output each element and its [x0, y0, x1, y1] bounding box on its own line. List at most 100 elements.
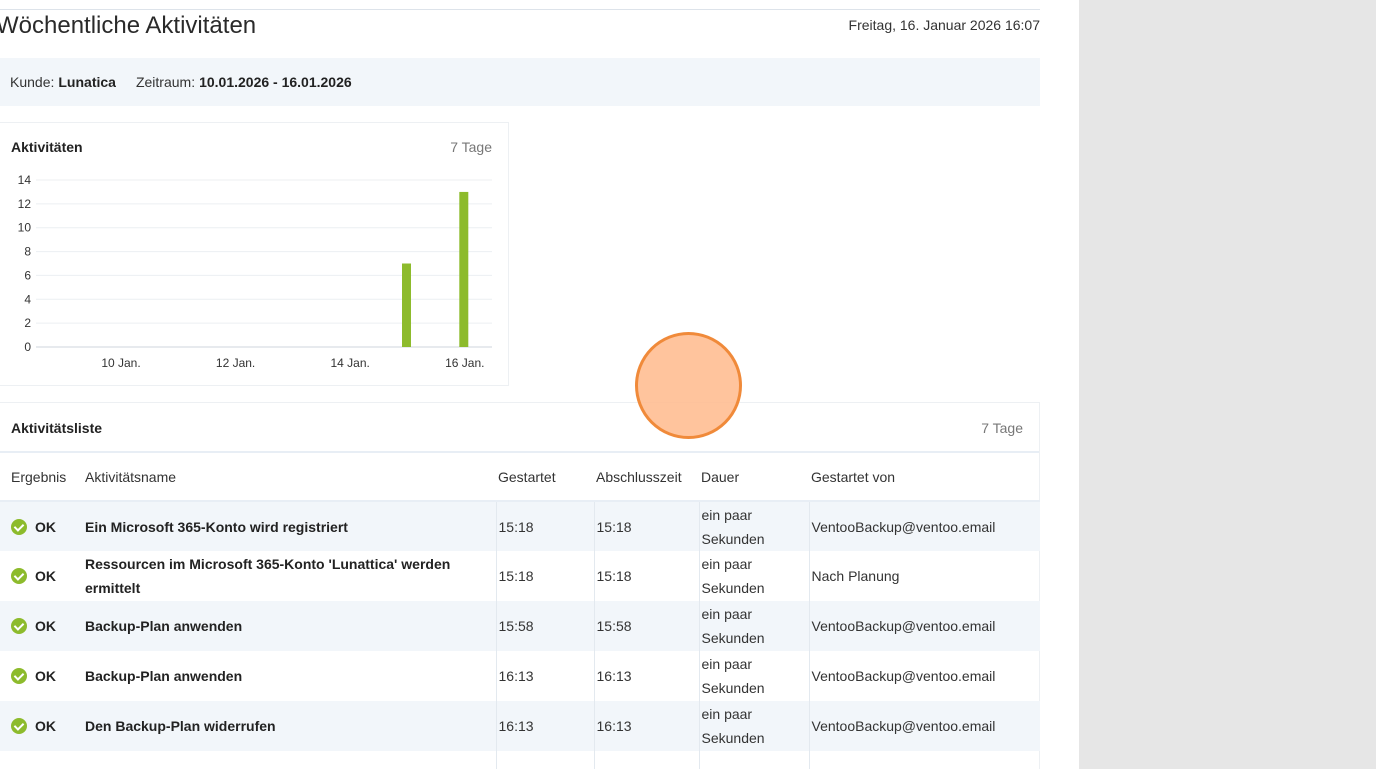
started-by-cell: VentooBackup@ventoo.email — [808, 651, 1040, 701]
table-header-row: Ergebnis Aktivitätsname Gestartet Abschl… — [0, 453, 1040, 502]
duration-cell: ein paar Sekunden — [698, 601, 809, 651]
finished-cell-text: 15:18 — [596, 518, 632, 535]
list-card-period: 7 Tage — [981, 420, 1023, 436]
table-row[interactable]: OK Backup-Plan anwenden 16:13 16:13 ein paar… — [0, 651, 1040, 701]
list-card-title: Aktivitätsliste — [11, 420, 103, 436]
result-cell-text: OK — [35, 618, 56, 634]
customer-label: Kunde: — [10, 74, 55, 90]
activity-chart-card: 0 2 4 6 8 10 12 14 10 Jan. 12 Jan. 14 Jan. 16 Jan. … — [0, 122, 509, 386]
result-cell: OK — [0, 701, 83, 751]
top-divider — [0, 9, 1040, 10]
result-cell-text: OK — [35, 668, 56, 684]
x-tick-label: 10 Jan. — [101, 356, 140, 370]
duration-cell: ein paar Sekunden — [698, 701, 809, 751]
page-title: Wöchentliche Aktivitäten — [0, 12, 257, 39]
duration-cell-text: ein paar Sekunden — [701, 506, 765, 547]
activity-table: Ergebnis Aktivitätsname Gestartet Abschl… — [0, 453, 1040, 769]
result-cell-text: OK — [35, 568, 56, 584]
table-row[interactable]: OK Ressourcen im Microsoft 365-Konto 'Lun… — [0, 551, 1040, 601]
success-check-icon — [11, 568, 27, 584]
started-cell-text: 16:13 — [498, 668, 534, 684]
x-tick-label: 14 Jan. — [331, 356, 370, 370]
duration-cell-text: ein paar Sekunden — [701, 706, 765, 746]
started-by-cell: VentooBackup@ventoo.email — [808, 501, 1040, 551]
result-cell: OK — [0, 651, 83, 701]
duration-cell: ein paar — [698, 751, 809, 769]
side-panel-background — [1079, 0, 1376, 769]
result-cell-text: OK — [35, 718, 56, 734]
column-header-activity-name[interactable]: Aktivitätsname — [83, 453, 496, 502]
started-by-cell: VentooBackup@ventoo.email — [808, 601, 1040, 651]
result-cell — [0, 751, 83, 769]
column-header-started-by[interactable]: Gestartet von — [809, 453, 1040, 502]
column-header-started[interactable]: Gestartet — [496, 453, 594, 502]
started-by-cell-text: Nach Planung — [811, 568, 900, 584]
started-by-cell-text: VentooBackup@ventoo.email — [811, 668, 996, 684]
activity-list-header: Aktivitätsliste 7 Tage — [0, 403, 1039, 453]
finished-cell-text: 16:13 — [596, 718, 632, 734]
started-by-cell — [808, 751, 1040, 769]
report-date: Freitag, 16. Januar 2026 16:07 — [848, 17, 1040, 33]
result-cell: OK — [0, 601, 83, 651]
duration-cell: ein paar Sekunden — [698, 501, 809, 551]
y-tick-label: 12 — [18, 197, 32, 211]
started-cell-text: 16:13 — [498, 718, 534, 734]
table-row[interactable]: ein paar — [0, 751, 1040, 769]
chart-card-period: 7 Tage — [450, 139, 492, 155]
result-cell: OK — [0, 501, 83, 551]
activity-name-cell: Ressourcen im Microsoft 365-Konto 'Lunat… — [83, 551, 496, 601]
activity-name-cell: Den Backup-Plan widerrufen — [83, 701, 496, 751]
finished-cell-text: 15:58 — [596, 618, 632, 634]
success-check-icon — [11, 668, 27, 684]
y-tick-label: 0 — [24, 340, 31, 354]
started-cell: 16:13 — [495, 651, 594, 701]
activity-name-cell: Backup-Plan anwenden — [83, 651, 496, 701]
started-by-cell-text: VentooBackup@ventoo.email — [811, 718, 996, 734]
click-indicator — [635, 332, 742, 439]
period-label: Zeitraum: — [135, 74, 196, 90]
activity-name-cell-text: Ein Microsoft 365-Konto wird registriert — [85, 518, 348, 535]
column-header-duration[interactable]: Dauer — [699, 453, 809, 502]
activity-chart: 0 2 4 6 8 10 12 14 10 Jan. 12 Jan. 14 Jan. 16 Jan. — [18, 173, 492, 370]
table-row[interactable]: OK Backup-Plan anwenden 15:58 15:58 ein paar… — [0, 601, 1040, 651]
weekly-activity-report: Wöchentliche Aktivitäten Freitag, 16. Ja… — [0, 0, 1079, 769]
y-tick-label: 6 — [24, 268, 31, 282]
x-tick-label: 12 Jan. — [216, 356, 255, 370]
activity-name-cell: Ein Microsoft 365-Konto wird registriert — [83, 501, 496, 551]
finished-cell: 16:13 — [593, 651, 699, 701]
duration-cell-text: ein paar Sekunden — [701, 556, 765, 596]
activity-name-cell — [83, 751, 496, 769]
result-cell-text: OK — [35, 518, 56, 535]
table-row[interactable]: OK Ein Microsoft 365-Konto wird registrie… — [0, 501, 1040, 551]
bar-16.01.[interactable] — [459, 191, 469, 347]
activity-name-cell-text: Backup-Plan anwenden — [85, 668, 243, 684]
activity-name-cell-text: Backup-Plan anwenden — [85, 618, 243, 634]
y-tick-label: 8 — [24, 245, 31, 259]
result-cell: OK — [0, 551, 83, 601]
customer-value: Lunatica — [58, 74, 116, 90]
y-tick-label: 14 — [18, 173, 32, 187]
y-tick-label: 4 — [24, 292, 31, 306]
finished-cell: 15:18 — [593, 501, 699, 551]
activity-list-card: Aktivitätsliste 7 Tage Ergebnis Aktivitä… — [0, 402, 1040, 769]
activity-name-cell-text: Ressourcen im Microsoft 365-Konto 'Lunat… — [85, 556, 451, 596]
table-row[interactable]: OK Den Backup-Plan widerrufen 16:13 16:13 ei… — [0, 701, 1040, 751]
finished-cell: 15:18 — [593, 551, 699, 601]
started-cell-text: 15:18 — [498, 568, 534, 584]
period-value: 10.01.2026 - 16.01.2026 — [199, 74, 352, 90]
duration-cell: ein paar Sekunden — [698, 651, 809, 701]
bar-15.01.[interactable] — [402, 263, 411, 348]
report-info-bar: Kunde: Lunatica Zeitraum: 10.01.2026 - 1… — [0, 58, 1040, 106]
activity-name-cell: Backup-Plan anwenden — [83, 601, 496, 651]
success-check-icon — [11, 618, 27, 634]
column-header-result[interactable]: Ergebnis — [0, 453, 83, 502]
started-cell: 15:18 — [495, 551, 594, 601]
duration-cell-text: ein paar Sekunden — [701, 606, 765, 646]
column-header-finished[interactable]: Abschlusszeit — [594, 453, 699, 502]
finished-cell: 15:58 — [593, 601, 699, 651]
finished-cell: 16:13 — [593, 701, 699, 751]
started-cell: 16:13 — [495, 701, 594, 751]
y-tick-label: 2 — [24, 316, 31, 330]
activity-name-cell-text: Den Backup-Plan widerrufen — [85, 718, 276, 734]
started-cell: 15:18 — [495, 501, 594, 551]
